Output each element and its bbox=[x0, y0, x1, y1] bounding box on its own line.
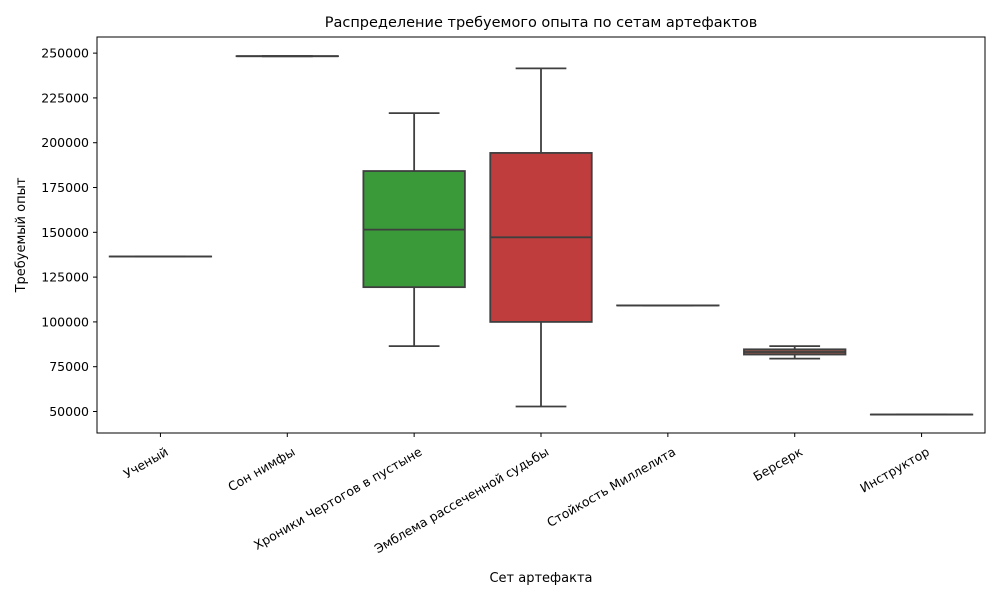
y-tick-label: 150000 bbox=[41, 225, 89, 240]
y-tick-label: 125000 bbox=[41, 270, 89, 285]
x-tick-label: Инструктор bbox=[857, 444, 932, 496]
y-tick-label: 200000 bbox=[41, 135, 89, 150]
y-tick-label: 175000 bbox=[41, 180, 89, 195]
x-tick-label: Ученый bbox=[121, 444, 171, 481]
y-tick-label: 250000 bbox=[41, 46, 89, 61]
x-axis-label: Сет артефакта bbox=[489, 571, 592, 586]
x-tick-label: Берсерк bbox=[751, 444, 806, 484]
y-tick-label: 50000 bbox=[49, 404, 89, 419]
y-tick-label: 100000 bbox=[41, 314, 89, 329]
x-tick-label: Стойкость Миллелита bbox=[544, 444, 678, 530]
x-tick-label: Сон нимфы bbox=[225, 444, 297, 494]
y-axis-label: Требуемый опыт bbox=[14, 177, 29, 293]
y-tick-label: 225000 bbox=[41, 90, 89, 105]
chart-title: Распределение требуемого опыта по сетам … bbox=[325, 15, 758, 31]
plot-area: 50000 75000 100000 125000 150000 175000 200000… bbox=[41, 36, 986, 556]
y-tick-label: 75000 bbox=[49, 359, 89, 374]
